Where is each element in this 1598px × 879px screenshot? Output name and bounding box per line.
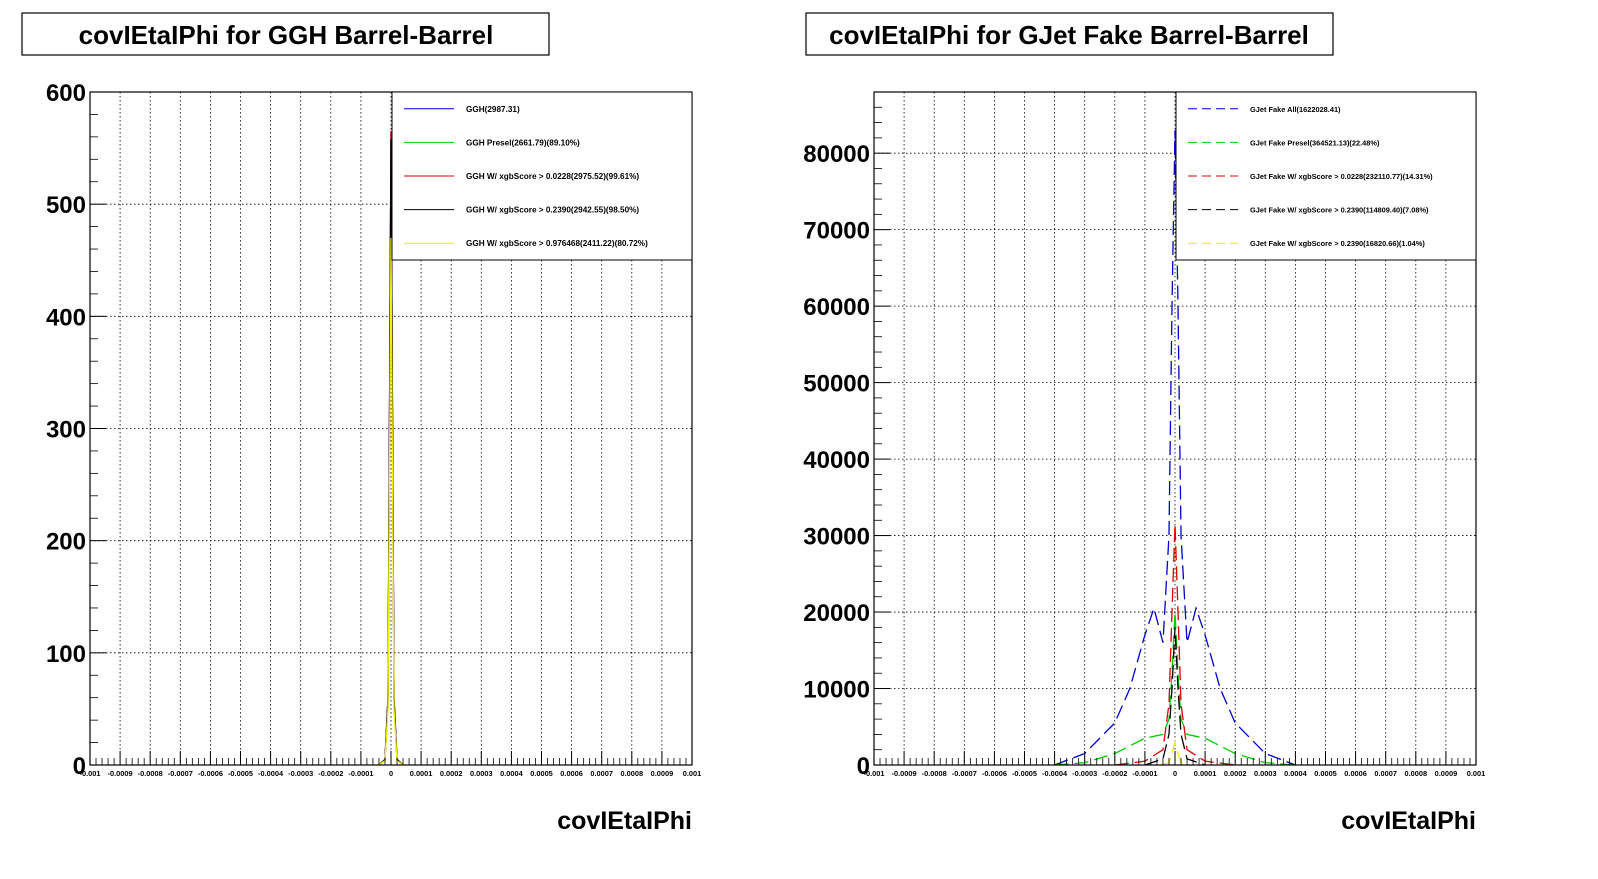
x-tick-label: 0 [1173,769,1177,778]
chart-panel-ggh: covIEtaIPhi for GGH Barrel-Barrel -0.001… [21,12,702,835]
x-tick-label: -0.0005 [1012,769,1037,778]
legend-label: GJet Fake W/ xgbScore > 0.2390(16820.66)… [1250,239,1425,248]
legend-label: GGH W/ xgbScore > 0.0228(2975.52)(99.61%… [466,172,639,181]
y-tick-label: 100 [46,641,86,668]
x-tick-label: 0.0001 [1194,769,1217,778]
y-tick-label: 30000 [803,524,870,551]
legend-label: GJet Fake W/ xgbScore > 0.2390(114809.40… [1250,206,1429,215]
y-tick-label: 500 [46,192,86,219]
x-tick-label: -0.001 [864,769,885,778]
legend-label: GGH(2987.31) [466,105,520,114]
y-tick-label: 0 [857,753,870,780]
x-tick-label: -0.0008 [138,769,163,778]
x-tick-label: 0.0007 [1374,769,1397,778]
x-tick-label: 0.0002 [1224,769,1247,778]
x-tick-label: -0.001 [80,769,101,778]
x-tick-label: 0.001 [683,769,702,778]
y-tick-label: 400 [46,304,86,331]
x-tick-label: -0.0004 [258,769,284,778]
x-tick-label: -0.0007 [952,769,977,778]
legend-label: GJet Fake W/ xgbScore > 0.0228(232110.77… [1250,172,1433,181]
x-tick-label: 0.0009 [651,769,674,778]
y-tick-label: 70000 [803,218,870,245]
title-box [805,12,1334,56]
x-tick-label: 0.0005 [530,769,553,778]
x-tick-label: -0.0009 [892,769,917,778]
x-tick-label: 0.0004 [500,769,523,778]
x-axis-label: covIEtaIPhi [1341,807,1476,835]
x-tick-label: 0 [389,769,393,778]
y-tick-label: 600 [46,80,86,107]
series-line-1 [1054,612,1296,766]
x-tick-label: -0.0001 [1132,769,1157,778]
title-box [21,12,550,56]
x-tick-label: -0.0004 [1042,769,1068,778]
y-tick-label: 60000 [803,294,870,321]
x-tick-label: -0.0008 [922,769,947,778]
x-tick-label: -0.0001 [348,769,373,778]
x-tick-label: -0.0003 [288,769,313,778]
x-tick-label: 0.0002 [440,769,463,778]
legend-label: GJet Fake Presel(364521.13)(22.48%) [1250,138,1380,147]
x-tick-label: -0.0006 [982,769,1007,778]
x-tick-label: 0.0001 [410,769,433,778]
chart-panel-gjet-fake: covIEtaIPhi for GJet Fake Barrel-Barrel … [803,12,1486,835]
x-tick-label: -0.0005 [228,769,253,778]
legend-label: GGH Presel(2661.79)(89.10%) [466,138,580,147]
y-tick-label: 40000 [803,447,870,474]
x-tick-label: 0.0009 [1435,769,1458,778]
y-tick-label: 10000 [803,677,870,704]
y-tick-label: 80000 [803,141,870,168]
y-tick-label: 20000 [803,600,870,627]
chart-title: covIEtaIPhi for GGH Barrel-Barrel [79,20,494,50]
x-tick-label: -0.0007 [168,769,193,778]
x-tick-label: 0.0006 [1344,769,1367,778]
x-tick-label: 0.0006 [560,769,583,778]
x-tick-label: 0.0008 [1404,769,1427,778]
y-tick-label: 50000 [803,371,870,398]
x-tick-label: -0.0009 [108,769,133,778]
legend-box [1175,91,1477,261]
x-tick-label: 0.0003 [1254,769,1277,778]
x-tick-label: -0.0002 [1102,769,1127,778]
x-tick-label: 0.0003 [470,769,493,778]
legend-label: GJet Fake All(1622028.41) [1250,105,1341,114]
x-tick-label: -0.0003 [1072,769,1097,778]
x-tick-label: 0.001 [1467,769,1486,778]
x-tick-label: -0.0002 [318,769,343,778]
x-tick-label: 0.0005 [1314,769,1337,778]
legend-label: GGH W/ xgbScore > 0.2390(2942.55)(98.50%… [466,206,639,215]
series-line-0 [1054,130,1296,766]
x-tick-label: 0.0004 [1284,769,1307,778]
chart-title: covIEtaIPhi for GJet Fake Barrel-Barrel [829,20,1309,50]
legend-label: GGH W/ xgbScore > 0.976468(2411.22)(80.7… [466,239,648,248]
plot-frame [89,91,693,766]
y-tick-label: 0 [73,753,86,780]
y-tick-label: 200 [46,529,86,556]
series-line-2 [1114,524,1236,766]
x-axis-label: covIEtaIPhi [557,807,692,835]
series-line-3 [1144,627,1206,766]
plot-frame [873,91,1477,766]
y-tick-label: 300 [46,417,86,444]
x-tick-label: 0.0007 [590,769,613,778]
x-tick-label: 0.0008 [620,769,643,778]
x-tick-label: -0.0006 [198,769,223,778]
